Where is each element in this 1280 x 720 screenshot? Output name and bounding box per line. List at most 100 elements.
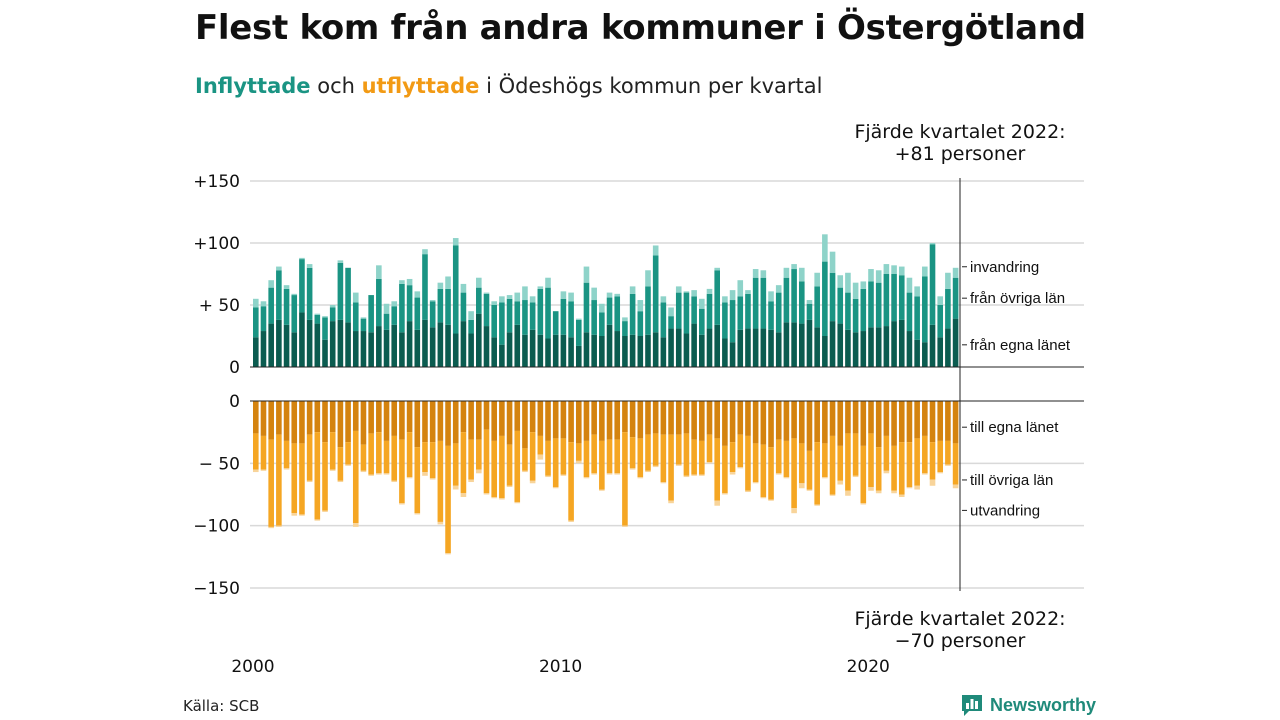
bar-out-2 <box>791 438 797 509</box>
bar-in-1 <box>575 345 582 367</box>
bar-out-1 <box>460 401 467 433</box>
bar-in-2 <box>368 295 374 333</box>
bar-out-2 <box>429 442 436 479</box>
bar-in-2 <box>606 297 613 325</box>
bar-in-1 <box>783 322 790 367</box>
bar-out-3 <box>406 477 413 479</box>
bar-in-3 <box>614 293 621 297</box>
bar-out-2 <box>514 430 521 502</box>
bar-out-3 <box>460 493 467 497</box>
bar-in-3 <box>391 301 398 307</box>
bar-out-2 <box>399 439 405 504</box>
bar-in-1 <box>599 336 605 367</box>
bar-in-2 <box>637 311 644 336</box>
bar-out-3 <box>691 474 697 476</box>
bar-in-3 <box>883 264 890 274</box>
bar-out-3 <box>383 473 390 475</box>
bar-in-2 <box>545 287 551 339</box>
bar-out-2 <box>722 445 728 494</box>
bar-out-1 <box>806 401 813 451</box>
bar-out-1 <box>637 401 644 439</box>
bar-in-2 <box>406 285 413 322</box>
bar-in-1 <box>906 331 913 367</box>
bar-out-3 <box>537 454 544 460</box>
newsworthy-chart-icon <box>962 695 982 716</box>
bar-out-3 <box>752 482 759 484</box>
bar-in-2 <box>706 293 713 329</box>
bar-in-3 <box>260 301 267 307</box>
series-label: från egna länet <box>970 337 1071 354</box>
bar-in-3 <box>414 291 421 298</box>
bar-out-3 <box>868 487 874 491</box>
bar-in-2 <box>352 302 359 332</box>
bar-out-2 <box>614 439 621 474</box>
bar-out-1 <box>260 401 267 436</box>
bar-out-2 <box>898 442 905 495</box>
bar-in-3 <box>299 257 305 260</box>
bar-out-1 <box>837 401 844 446</box>
bar-in-3 <box>629 286 636 294</box>
bar-out-2 <box>537 435 544 455</box>
bar-in-3 <box>329 305 336 308</box>
bar-out-2 <box>460 432 467 494</box>
bar-out-1 <box>860 401 867 446</box>
bar-in-2 <box>645 286 651 335</box>
bar-in-3 <box>406 278 413 286</box>
bar-in-3 <box>376 265 382 279</box>
bar-out-1 <box>445 401 451 446</box>
bar-out-1 <box>714 401 720 439</box>
bar-in-2 <box>768 301 774 330</box>
bar-out-3 <box>729 472 736 475</box>
x-tick-label: 2000 <box>231 657 274 677</box>
bar-in-3 <box>752 269 759 278</box>
bar-in-2 <box>322 317 328 340</box>
bar-in-2 <box>276 270 282 320</box>
bar-in-1 <box>399 332 405 367</box>
bar-out-1 <box>437 401 444 441</box>
bar-out-3 <box>506 485 513 488</box>
bar-in-3 <box>537 286 544 289</box>
bar-in-2 <box>314 314 321 324</box>
bar-in-2 <box>806 303 813 320</box>
bar-out-2 <box>283 440 290 469</box>
bar-in-3 <box>875 270 882 283</box>
bar-out-1 <box>345 401 351 443</box>
bar-out-3 <box>714 500 720 506</box>
bar-in-2 <box>383 313 390 330</box>
bar-out-3 <box>437 521 444 525</box>
bar-in-3 <box>253 298 259 308</box>
bar-out-1 <box>791 401 797 439</box>
subtitle-utflyttade: utflyttade <box>361 74 480 98</box>
bar-in-1 <box>606 324 613 367</box>
bar-out-3 <box>622 525 628 527</box>
bar-in-2 <box>376 278 382 327</box>
bar-out-1 <box>729 401 736 443</box>
bar-in-3 <box>568 292 574 302</box>
newsworthy-logo[interactable]: Newsworthy <box>960 693 1096 717</box>
bar-in-2 <box>937 305 944 338</box>
bar-out-1 <box>829 401 836 436</box>
bar-out-3 <box>376 473 382 475</box>
bar-out-3 <box>675 464 682 466</box>
bar-in-2 <box>329 307 336 322</box>
bar-out-1 <box>583 401 590 441</box>
bar-out-3 <box>891 490 897 494</box>
bar-out-2 <box>299 443 305 515</box>
bar-out-1 <box>322 401 328 443</box>
bar-out-1 <box>276 401 282 435</box>
bar-in-2 <box>422 254 428 320</box>
bar-in-2 <box>852 298 859 333</box>
bar-in-2 <box>814 286 820 328</box>
bar-out-2 <box>645 434 651 471</box>
bar-in-1 <box>329 321 336 367</box>
bar-in-3 <box>460 283 467 293</box>
bar-out-1 <box>575 401 582 444</box>
bar-in-2 <box>306 267 313 320</box>
bar-out-1 <box>745 401 751 436</box>
bar-out-1 <box>483 401 490 430</box>
bar-out-3 <box>483 493 490 495</box>
bar-in-3 <box>729 290 736 301</box>
bar-out-1 <box>775 401 782 440</box>
bar-in-1 <box>745 328 751 367</box>
bar-out-2 <box>860 445 867 504</box>
